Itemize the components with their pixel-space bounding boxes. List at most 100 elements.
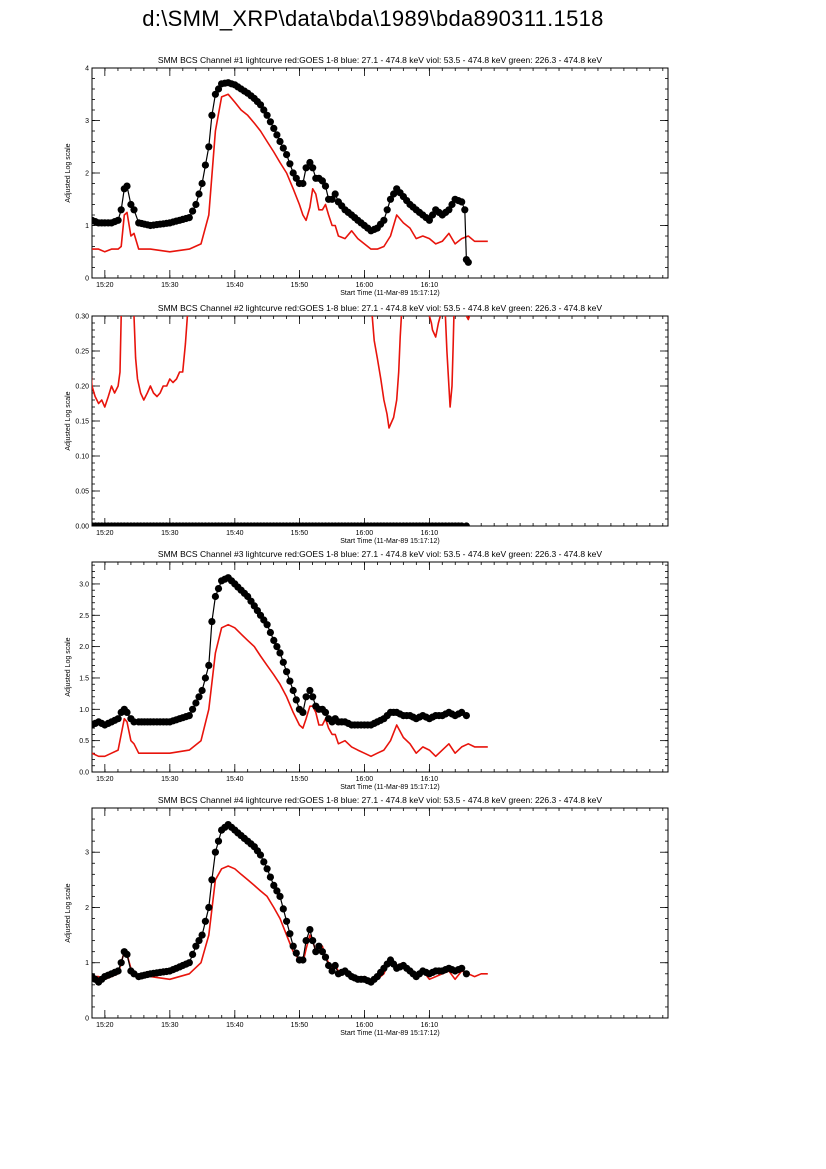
x-tick-label: 16:10 [421, 1022, 439, 1029]
channel-data-point [185, 214, 193, 222]
channel-data-point [286, 930, 294, 938]
x-tick-label: 16:10 [421, 530, 439, 537]
channel-data-point [289, 942, 297, 950]
y-tick-label: 0.0 [79, 770, 89, 777]
chart-panel-3: SMM BCS Channel #3 lightcurve red:GOES 1… [0, 542, 826, 792]
channel-data-point [263, 111, 271, 119]
channel-data-point [208, 111, 216, 119]
channel-data-point [286, 160, 294, 168]
channel-data-point [299, 708, 307, 716]
channel-data-point [214, 85, 223, 93]
channel-data-point [299, 956, 307, 964]
channel-data-point [309, 937, 317, 945]
channel-data-point [302, 164, 310, 172]
channel-data-point [270, 636, 278, 644]
channel-data-point [425, 216, 433, 224]
x-tick-label: 15:30 [161, 776, 179, 783]
y-tick-label: 1 [85, 223, 89, 230]
y-tick-label: 2.5 [79, 613, 89, 620]
channel-data-point [289, 686, 297, 695]
channel-data-point [283, 151, 291, 159]
channel-data-point [214, 837, 223, 845]
y-tick-label: 2 [85, 905, 89, 912]
x-axis-label: Start Time (11-Mar-89 15:17:12) [340, 290, 439, 297]
channel-data-point [256, 101, 265, 109]
channel-data-point [445, 206, 453, 214]
channel-data-point [321, 182, 330, 190]
channel-data-point [302, 693, 310, 701]
channel-data-point [201, 917, 209, 925]
y-tick-label: 0.05 [75, 489, 89, 496]
channel-data-point [205, 143, 213, 151]
y-tick-label: 0.00 [75, 524, 89, 531]
channel-data-point [270, 881, 278, 889]
chart-panel-2: SMM BCS Channel #2 lightcurve red:GOES 1… [0, 296, 826, 546]
channel-data-point [462, 522, 470, 526]
y-tick-label: 0 [85, 1016, 89, 1023]
channel-data-point [286, 677, 294, 685]
chart-panel-1: SMM BCS Channel #1 lightcurve red:GOES 1… [0, 48, 826, 298]
channel-data-point [211, 848, 219, 856]
channel-data-point [292, 174, 300, 182]
channel-data-point [192, 942, 200, 950]
x-tick-label: 15:30 [161, 282, 179, 289]
channel-data-point [127, 200, 135, 209]
channel-data-point [292, 696, 300, 704]
x-axis-label: Start Time (11-Mar-89 15:17:12) [340, 538, 439, 545]
channel-data-point [189, 705, 197, 713]
channel-data-point [266, 118, 274, 126]
goes-series-line [92, 316, 122, 408]
goes-series-line [371, 316, 403, 429]
channel-data-point [117, 206, 125, 214]
y-tick-label: 2.0 [79, 644, 89, 651]
channel-data-point [198, 179, 206, 188]
channel-data-point [458, 964, 466, 972]
x-tick-label: 15:20 [96, 776, 114, 783]
x-tick-label: 16:10 [421, 282, 439, 289]
chart-svg-2: SMM BCS Channel #2 lightcurve red:GOES 1… [65, 303, 669, 545]
channel-data-point [292, 949, 300, 957]
channel-data-point [306, 158, 314, 167]
chart-svg-3: SMM BCS Channel #3 lightcurve red:GOES 1… [65, 549, 669, 791]
x-tick-label: 15:40 [226, 282, 244, 289]
channel-data-point [114, 216, 122, 224]
channel-data-point [312, 948, 320, 956]
chart-svg-1: SMM BCS Channel #1 lightcurve red:GOES 1… [65, 55, 669, 297]
channel-data-point [114, 967, 122, 975]
channel-data-point [321, 708, 330, 716]
channel-data-point [283, 668, 291, 676]
channel-data-point [214, 585, 223, 593]
channel-data-point [185, 712, 193, 720]
channel-data-point [315, 942, 323, 950]
channel-data-point [189, 207, 197, 215]
x-tick-label: 15:20 [96, 1022, 114, 1029]
y-tick-label: 4 [85, 66, 89, 73]
y-axis-label: Adjusted Log scale [65, 883, 72, 942]
series-group [92, 821, 488, 986]
channel-data-point [195, 693, 203, 701]
channel-data-point [331, 961, 339, 970]
y-axis-label: Adjusted Log scale [65, 637, 72, 696]
channel-data-point [279, 144, 287, 152]
channel-data-point [318, 177, 326, 185]
channel-data-point [289, 169, 297, 177]
goes-series-line [465, 316, 471, 321]
channel-data-point [331, 190, 339, 198]
channel-data-point [123, 708, 131, 716]
y-tick-label: 3 [85, 118, 89, 125]
chart-title: SMM BCS Channel #2 lightcurve red:GOES 1… [158, 303, 602, 313]
channel-data-point [448, 200, 456, 209]
y-tick-label: 0 [85, 276, 89, 283]
channel-data-point [302, 937, 310, 945]
chart-title: SMM BCS Channel #3 lightcurve red:GOES 1… [158, 549, 602, 559]
channel-data-point [306, 926, 314, 934]
x-tick-label: 15:40 [226, 776, 244, 783]
channel-data-point [208, 618, 216, 626]
channel-data-point [192, 200, 200, 209]
y-tick-label: 0.20 [75, 384, 89, 391]
goes-series-line [444, 316, 455, 408]
channel-data-point [380, 216, 388, 224]
plot-frame [91, 807, 669, 1019]
channel-data-point [328, 967, 336, 975]
channel-data-point [263, 621, 271, 629]
